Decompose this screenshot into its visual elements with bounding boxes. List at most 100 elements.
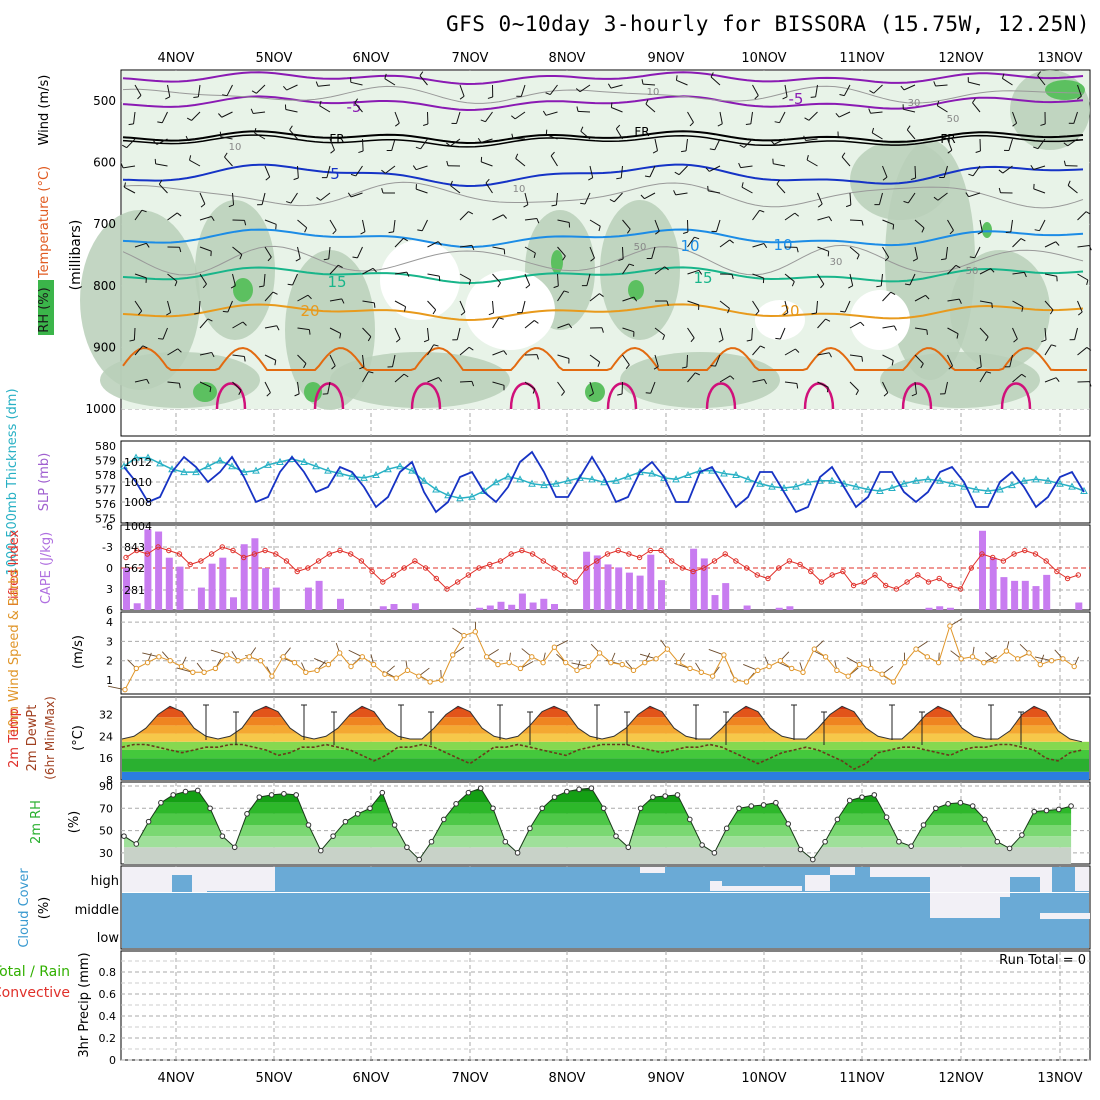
- wind10-barb: [142, 652, 160, 658]
- wind-barb: [947, 219, 954, 231]
- wind-barb: [914, 381, 917, 394]
- wind-barb: [133, 327, 136, 341]
- cape-bar: [636, 575, 644, 610]
- precip-convective-axis-label: Convective: [0, 985, 70, 1001]
- wind-barb: [1044, 300, 1054, 311]
- panel-precip: [120, 950, 1091, 1061]
- panel-temp: [120, 696, 1091, 781]
- lifted-index-point: [636, 554, 643, 561]
- rh-point: [871, 792, 878, 798]
- rh-axis-label: RH (%): [37, 287, 52, 332]
- precip-tick-label: 0.4: [99, 1010, 117, 1023]
- thickness-point: [276, 457, 284, 465]
- thickness-tick-label: 575: [95, 513, 116, 526]
- wind-barb-flag: [551, 204, 557, 207]
- wind-barb: [817, 273, 825, 285]
- temp-tick-label: 32: [99, 708, 113, 721]
- thickness-point: [684, 470, 692, 478]
- wind-barb-flag: [900, 85, 905, 91]
- contour-label: 10: [680, 237, 699, 255]
- wind-barb: [1077, 245, 1090, 248]
- wind10-unit-label: (m/s): [71, 635, 86, 669]
- wind-barb-flag: [845, 204, 852, 208]
- wind-barb: [320, 192, 331, 201]
- lifted-index-point: [957, 586, 964, 592]
- wind10-point: [879, 671, 885, 677]
- temp-band: [122, 706, 1089, 709]
- day-label-bottom: 7NOV: [452, 1071, 489, 1086]
- wind10-barb: [107, 685, 126, 691]
- wind-barb-flag: [553, 285, 559, 289]
- lifted-index-point: [497, 558, 504, 564]
- wind-barb-flag: [969, 256, 975, 259]
- cape-bar: [786, 606, 794, 610]
- wind10-point: [246, 654, 253, 660]
- lifted-index-point: [840, 568, 846, 575]
- wind-barb: [914, 354, 924, 364]
- rh-point: [896, 838, 902, 845]
- rh-point: [859, 794, 865, 800]
- thickness-series-line: [123, 456, 1085, 499]
- wind-barb: [675, 192, 688, 196]
- thickness-point: [372, 470, 380, 478]
- wind10-point: [1060, 656, 1066, 662]
- lifted-index-point: [658, 547, 664, 554]
- lifted-index-point: [904, 579, 910, 585]
- rh-shade-90: [982, 222, 992, 238]
- cape-tick-label: 843: [124, 541, 145, 554]
- wind10-point: [732, 677, 738, 683]
- temp-band: [122, 758, 1089, 772]
- thickness-point: [228, 462, 236, 470]
- wind-barb: [481, 161, 493, 167]
- contour-label: 15: [327, 273, 346, 291]
- wind-barb: [784, 381, 797, 384]
- wind-barb: [577, 110, 591, 113]
- wind-barb-flag: [882, 176, 888, 181]
- wind-barb: [841, 156, 851, 167]
- wind-barb: [752, 243, 765, 248]
- wind-barb: [394, 111, 400, 124]
- rh-shade-70: [80, 210, 200, 390]
- wind-barb: [286, 84, 298, 91]
- cloud-level-label: middle: [75, 903, 119, 918]
- cape-bar: [1011, 580, 1019, 610]
- wind-barb: [654, 327, 665, 336]
- wind-barb-flag: [1030, 165, 1034, 170]
- wind-barb-flag: [625, 364, 630, 370]
- wind-barb: [784, 300, 789, 313]
- wind10-point: [269, 673, 275, 679]
- wind10-point: [845, 673, 851, 679]
- rh-point: [182, 788, 189, 795]
- wind-barb: [319, 105, 331, 113]
- wind-barb-flag: [525, 284, 531, 289]
- cloud-level-label: low: [97, 931, 120, 946]
- lifted-index-point: [915, 572, 921, 578]
- wind10-point: [822, 654, 829, 660]
- wind-barb: [221, 111, 233, 118]
- wind-barb: [740, 165, 753, 169]
- thickness-point: [660, 473, 668, 481]
- isotherm-line: [1000, 382, 1032, 410]
- wind-barb: [557, 273, 559, 287]
- wind10-point: [314, 667, 320, 674]
- wind-barb-flag: [471, 245, 475, 251]
- wind-barb-flag: [998, 187, 1001, 193]
- rh-point: [576, 786, 582, 793]
- wind-barb-flag: [330, 149, 335, 154]
- wind-barb: [654, 219, 660, 232]
- wind-barb-flag: [209, 386, 212, 393]
- day-label-top: 9NOV: [648, 51, 685, 66]
- wind-barb: [297, 246, 301, 259]
- wind-barb-flag: [976, 366, 982, 370]
- lifted-index-point: [776, 565, 782, 571]
- wind-barb-flag: [868, 108, 872, 114]
- wind10-point: [393, 675, 399, 681]
- wind-barb-flag: [562, 255, 566, 261]
- wind-barb: [362, 267, 374, 275]
- panel-slp: [120, 440, 1091, 524]
- wind-barb-flag: [653, 366, 659, 370]
- thickness-point: [300, 457, 308, 465]
- wind-barb: [645, 103, 656, 113]
- wind-barb-flag: [331, 365, 336, 370]
- wind10-point: [687, 665, 693, 672]
